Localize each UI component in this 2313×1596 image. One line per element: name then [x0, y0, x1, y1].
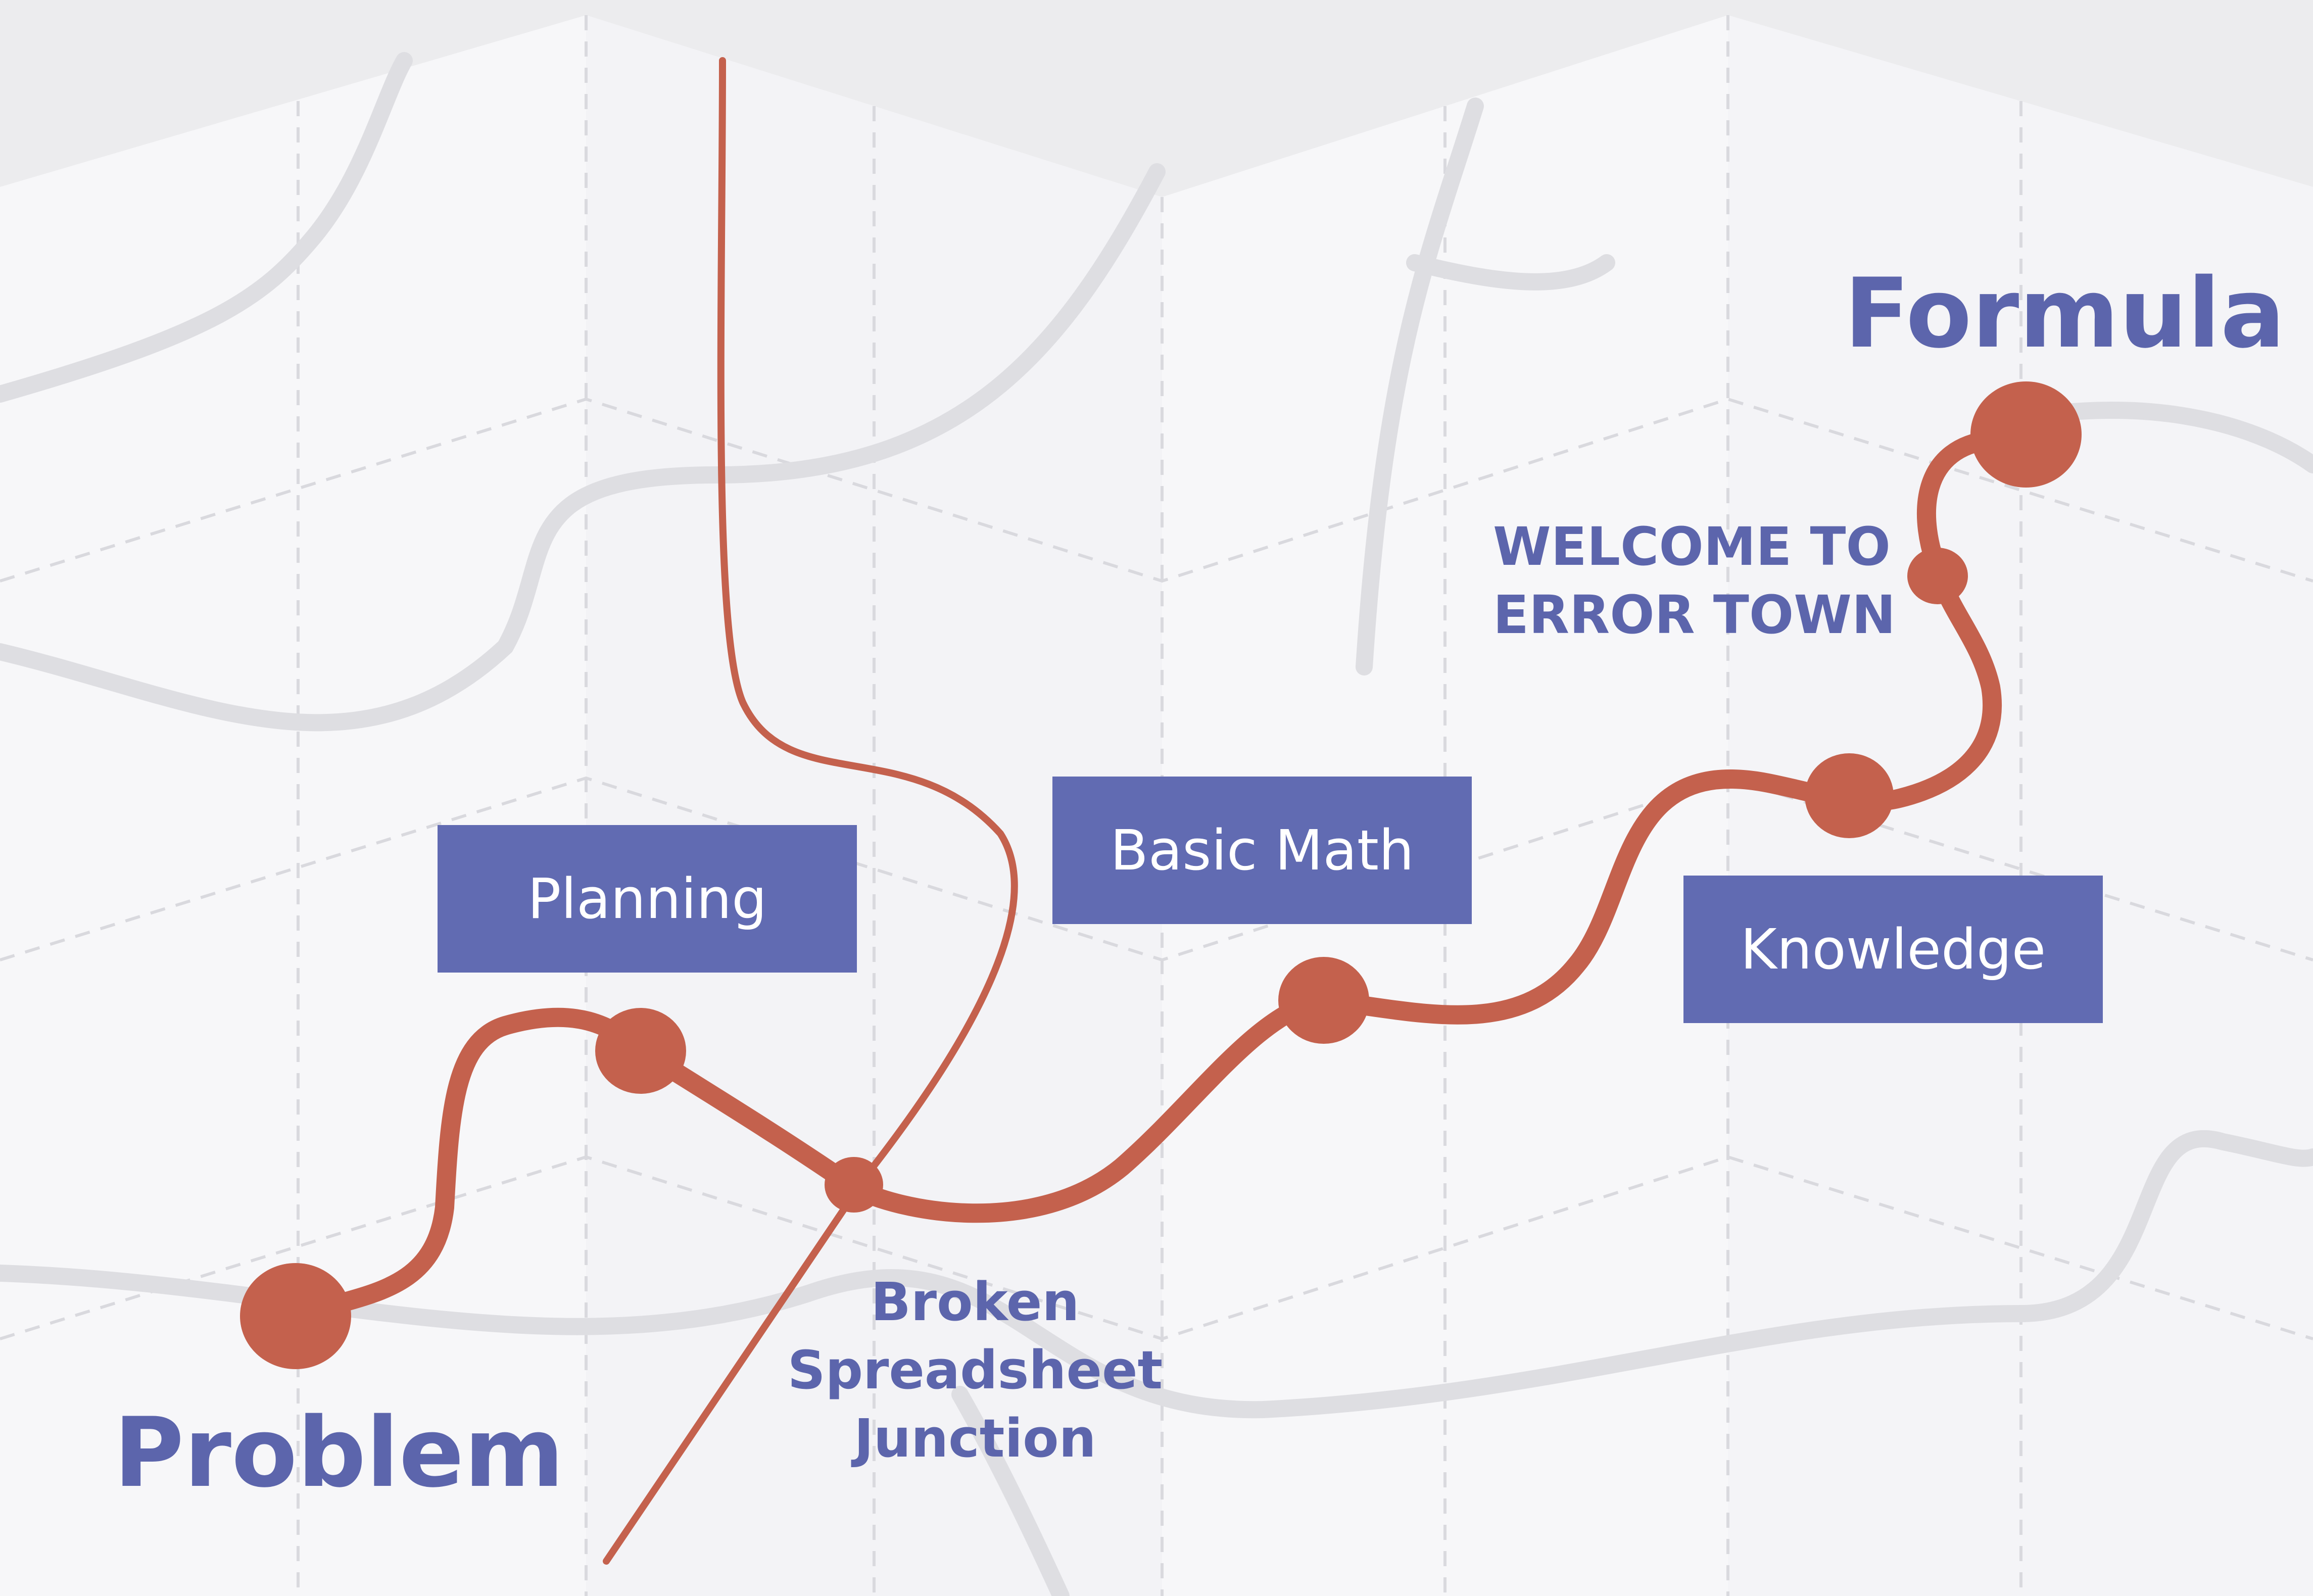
junction-label-line: Junction [854, 1408, 1096, 1469]
stop-box-planning: Planning [438, 825, 857, 973]
stop-box-basic-math: Basic Math [1052, 777, 1472, 924]
stop-label-knowledge: Knowledge [1740, 917, 2046, 982]
thin-route-line [603, 57, 1018, 1565]
stop-planning [595, 1008, 686, 1094]
junction-label-line: Broken [871, 1271, 1080, 1333]
stop-error-town [1907, 548, 1968, 604]
junction-label-line: Spreadsheet [787, 1339, 1163, 1401]
end-label: Formula [1844, 258, 2285, 369]
stop-label-planning: Planning [527, 866, 767, 931]
fold-lines [0, 15, 2313, 1596]
stop-basic-math [1278, 957, 1369, 1044]
stop-knowledge [1805, 753, 1894, 838]
stop-junction [825, 1157, 883, 1213]
start-label: Problem [114, 1397, 564, 1509]
error-town-label-line: ERROR TOWN [1493, 584, 1896, 646]
stop-formula [1970, 381, 2082, 488]
background-roads [0, 52, 2313, 1596]
stop-box-knowledge: Knowledge [1683, 876, 2103, 1023]
junction-label: Broken Spreadsheet Junction [778, 1268, 1172, 1473]
route-stops [240, 381, 2082, 1369]
stop-problem [240, 1263, 351, 1369]
stop-label-basic-math: Basic Math [1110, 818, 1414, 883]
error-town-label-line: WELCOME TO [1493, 516, 1891, 577]
error-town-label: WELCOME TO ERROR TOWN [1493, 513, 1896, 649]
